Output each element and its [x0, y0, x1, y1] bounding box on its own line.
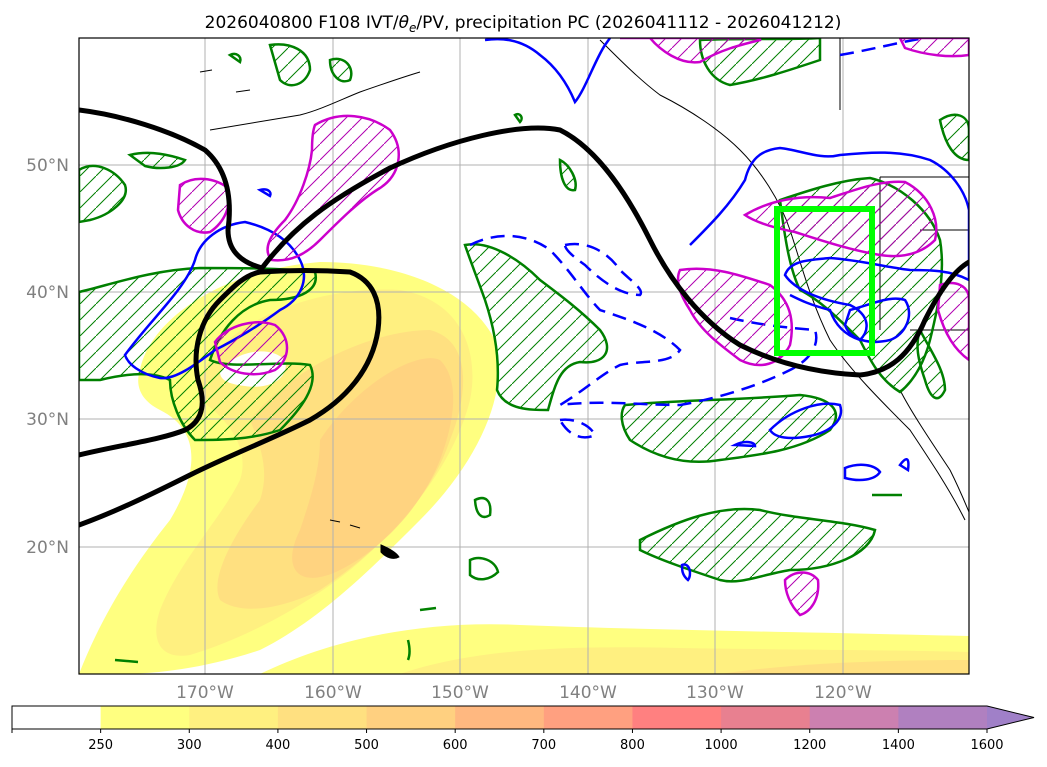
pv-contours — [79, 107, 969, 528]
map-title: 2026040800 F108 IVT/θe/PV, precipitation… — [205, 13, 842, 35]
lon-labels: 170°W 160°W 150°W 140°W 130°W 120°W — [176, 683, 872, 703]
colorbar-segment — [100, 706, 190, 729]
colorbar-segment — [189, 706, 279, 729]
colorbar-segment — [277, 706, 368, 729]
lat-label: 50°N — [26, 156, 69, 176]
positive-anomaly-small — [114, 52, 902, 664]
lon-label: 120°W — [814, 683, 872, 703]
colorbar-extend-arrow — [987, 706, 1034, 729]
lat-label: 20°N — [26, 538, 69, 558]
colorbar-tick-label: 400 — [265, 738, 290, 753]
colorbar: 250 300 400 500 600 700 800 1000 1200 1400 1600 — [11, 705, 1035, 753]
target-box — [774, 206, 875, 356]
lat-label: 30°N — [26, 410, 69, 430]
colorbar-frame — [11, 705, 1035, 730]
colorbar-tick-label: 800 — [620, 738, 645, 753]
positive-anomaly-contours — [79, 38, 969, 583]
colorbar-tick-label: 300 — [177, 738, 202, 753]
colorbar-segment — [721, 706, 811, 729]
colorbar-segments — [12, 706, 1034, 729]
lat-label: 40°N — [26, 283, 69, 303]
colorbar-tick-label: 1000 — [705, 738, 738, 753]
colorbar-segment — [12, 706, 102, 729]
colorbar-ticks: 250 300 400 500 600 700 800 1000 1200 1400 1600 — [11, 729, 1004, 753]
colorbar-segment — [632, 706, 722, 729]
colorbar-segment — [898, 706, 988, 729]
colorbar-tick-label: 600 — [443, 738, 468, 753]
lon-label: 170°W — [176, 683, 234, 703]
map-frame — [78, 37, 970, 675]
colorbar-segment — [366, 706, 456, 729]
lon-label: 140°W — [559, 683, 617, 703]
lon-label: 130°W — [686, 683, 744, 703]
colorbar-tick-label: 1200 — [793, 738, 826, 753]
lon-label: 150°W — [431, 683, 489, 703]
map-panel — [79, 38, 969, 674]
negative-anomaly-contours — [123, 38, 969, 582]
lon-label: 160°W — [304, 683, 362, 703]
ivt-shading — [79, 262, 969, 674]
colorbar-tick-label: 700 — [531, 738, 556, 753]
colorbar-tick-label: 1400 — [882, 738, 915, 753]
theta-e-contours — [176, 38, 969, 617]
colorbar-tick-label: 250 — [88, 738, 113, 753]
colorbar-segment — [455, 706, 545, 729]
lat-labels: 50°N 40°N 30°N 20°N — [26, 156, 69, 558]
colorbar-tick-label: 1600 — [970, 738, 1003, 753]
colorbar-segment — [543, 706, 633, 729]
colorbar-segment — [809, 706, 899, 729]
colorbar-tick-label: 500 — [354, 738, 379, 753]
